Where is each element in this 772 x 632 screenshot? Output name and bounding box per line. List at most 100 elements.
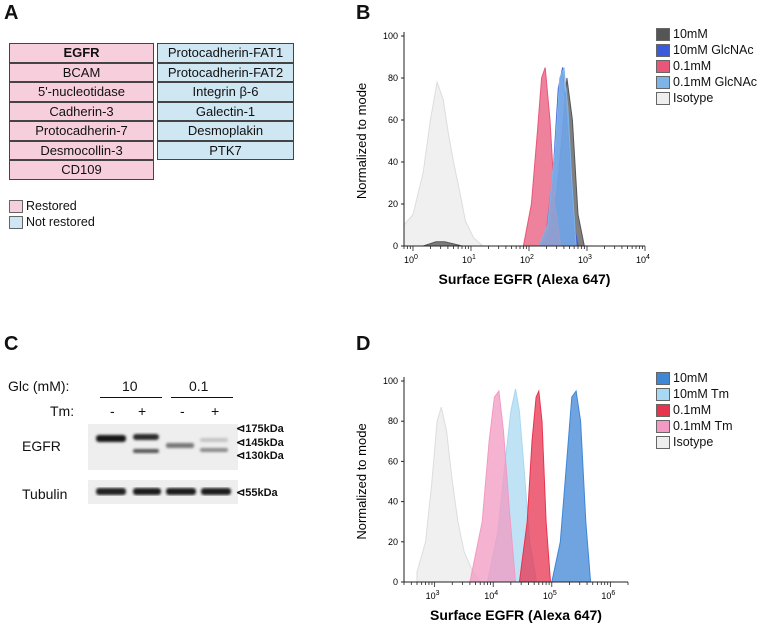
marker-145kda: ⊲145kDa xyxy=(236,437,284,449)
panel-letter-d: D xyxy=(356,333,371,355)
tm-lane-1: - xyxy=(110,403,115,419)
not-restored-item-1: Protocadherin-FAT2 xyxy=(157,62,294,82)
x-tick-label: 103 xyxy=(578,254,592,265)
legend-swatch xyxy=(656,420,670,434)
marker-130kda: ⊲130kDa xyxy=(236,450,284,462)
series-isotype xyxy=(416,406,481,583)
legend-item-10mm-tm: 10mM Tm xyxy=(656,386,733,402)
not-restored-protein-table: Protocadherin-FAT1 Protocadherin-FAT2 Inte… xyxy=(157,43,294,160)
x-tick-label: 104 xyxy=(636,254,650,265)
chart-d-legend: 10mM 10mM Tm 0.1mM 0.1mM Tm Isotype xyxy=(656,370,733,450)
not-restored-item-2: Integrin β-6 xyxy=(157,82,294,102)
y-tick-label: 60 xyxy=(388,456,398,466)
x-tick-label: 104 xyxy=(484,590,498,601)
legend-label: 0.1mM xyxy=(673,59,712,73)
panel-letter-a: A xyxy=(4,2,19,24)
legend-item-isotype: Isotype xyxy=(656,90,757,106)
glc-10-bracket xyxy=(100,397,162,398)
x-tick-label: 102 xyxy=(520,254,534,265)
legend-item-0-1mm: 0.1mM xyxy=(656,58,757,74)
legend-swatch xyxy=(656,76,670,90)
y-tick-label: 0 xyxy=(393,241,398,251)
marker-175kda: ⊲175kDa xyxy=(236,423,284,435)
x-tick-label: 103 xyxy=(426,590,440,601)
legend-swatch xyxy=(656,404,670,418)
restored-item-0: EGFR xyxy=(9,43,154,63)
not-restored-item-0: Protocadherin-FAT1 xyxy=(157,43,294,63)
glc-0-1-bracket xyxy=(171,397,233,398)
tm-label: Tm: xyxy=(50,403,75,419)
panel-a-legend: Restored Not restored xyxy=(9,198,95,230)
x-axis-label: Surface EGFR (Alexa 647) xyxy=(439,271,611,287)
restored-item-4: Protocadherin-7 xyxy=(9,121,154,141)
legend-not-restored: Not restored xyxy=(9,214,95,230)
x-tick-label: 106 xyxy=(601,590,615,601)
legend-label: 10mM xyxy=(673,371,708,385)
series-10mm xyxy=(551,389,592,583)
y-tick-label: 80 xyxy=(388,416,398,426)
y-tick-label: 100 xyxy=(383,31,398,41)
x-tick-label: 101 xyxy=(462,254,476,265)
y-tick-label: 40 xyxy=(388,157,398,167)
legend-swatch xyxy=(656,436,670,450)
y-tick-label: 0 xyxy=(393,577,398,587)
restored-item-6: CD109 xyxy=(9,160,154,180)
glc-value-10: 10 xyxy=(122,378,138,394)
y-tick-label: 20 xyxy=(388,537,398,547)
legend-swatch xyxy=(656,92,670,106)
y-tick-label: 40 xyxy=(388,497,398,507)
x-axis-label: Surface EGFR (Alexa 647) xyxy=(430,607,602,623)
legend-label: Isotype xyxy=(673,91,714,105)
chart-b-legend: 10mM 10mM GlcNAc 0.1mM 0.1mM GlcNAc Isotype xyxy=(656,26,757,106)
y-tick-label: 80 xyxy=(388,73,398,83)
legend-item-0-1mm: 0.1mM xyxy=(656,402,733,418)
legend-restored: Restored xyxy=(9,198,95,214)
legend-label: 10mM Tm xyxy=(673,387,730,401)
egfr-blot xyxy=(88,424,238,470)
egfr-row-label: EGFR xyxy=(22,438,61,454)
legend-swatch xyxy=(656,44,670,58)
tm-lane-2: + xyxy=(138,403,147,419)
restored-item-1: BCAM xyxy=(9,62,154,82)
y-tick-label: 60 xyxy=(388,115,398,125)
restored-item-3: Cadherin-3 xyxy=(9,101,154,121)
x-tick-label: 105 xyxy=(543,590,557,601)
legend-item-10mm-glcnac: 10mM GlcNAc xyxy=(656,42,757,58)
panel-letter-b: B xyxy=(356,2,371,24)
restored-item-5: Desmocollin-3 xyxy=(9,140,154,160)
chart-b-histogram: 0 20 40 60 80 100 100 101 102 103 104 Surface EGFR … xyxy=(354,31,650,287)
not-restored-item-5: PTK7 xyxy=(157,140,294,160)
legend-label: 10mM xyxy=(673,27,708,41)
legend-item-0-1mm-tm: 0.1mM Tm xyxy=(656,418,733,434)
glc-value-0-1: 0.1 xyxy=(189,378,209,394)
tm-lane-4: + xyxy=(211,403,220,419)
tubulin-blot xyxy=(88,480,238,504)
y-axis-label: Normalized to mode xyxy=(354,423,369,539)
legend-item-0-1mm-glcnac: 0.1mM GlcNAc xyxy=(656,74,757,90)
glc-label: Glc (mM): xyxy=(8,378,70,394)
legend-label: 0.1mM Tm xyxy=(673,419,733,433)
legend-swatch xyxy=(656,372,670,386)
marker-55kda: ⊲55kDa xyxy=(236,487,278,499)
tm-lane-3: - xyxy=(180,403,185,419)
legend-item-10mm: 10mM xyxy=(656,370,733,386)
not-restored-swatch xyxy=(9,216,23,230)
legend-label: 0.1mM xyxy=(673,403,712,417)
restored-item-2: 5'-nucleotidase xyxy=(9,82,154,102)
y-axis-label: Normalized to mode xyxy=(354,83,369,199)
restored-protein-table: EGFR BCAM 5'-nucleotidase Cadherin-3 Protoca… xyxy=(9,43,154,180)
restored-swatch xyxy=(9,200,23,214)
series-isotype xyxy=(403,80,484,247)
x-tick-label: 100 xyxy=(404,254,418,265)
not-restored-item-3: Galectin-1 xyxy=(157,101,294,121)
chart-d-histogram: 0 20 40 60 80 100 103 104 105 106 Surface EGFR (Al… xyxy=(354,376,629,623)
y-tick-label: 20 xyxy=(388,199,398,209)
panel-letter-c: C xyxy=(4,333,19,355)
not-restored-item-4: Desmoplakin xyxy=(157,121,294,141)
legend-swatch xyxy=(656,28,670,42)
legend-swatch xyxy=(656,60,670,74)
tubulin-row-label: Tubulin xyxy=(22,486,68,502)
legend-label: 0.1mM GlcNAc xyxy=(673,75,758,89)
legend-swatch xyxy=(656,388,670,402)
legend-item-isotype: Isotype xyxy=(656,434,733,450)
